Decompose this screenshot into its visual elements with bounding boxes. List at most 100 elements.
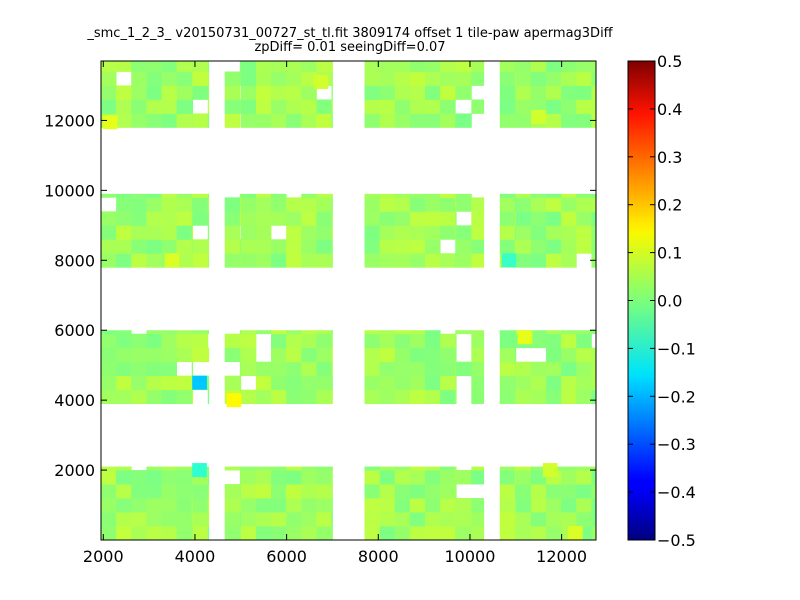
- heatmap-cell: [499, 197, 516, 212]
- heatmap-cell: [456, 512, 472, 527]
- heatmap-cell: [530, 512, 547, 527]
- heatmap-cell: [364, 253, 381, 268]
- heatmap-cell: [409, 61, 426, 72]
- heatmap-cell: [514, 225, 517, 240]
- heatmap-cell: [240, 225, 257, 240]
- heatmap-cell: [286, 498, 302, 513]
- y-tick-label: 10000: [44, 181, 95, 200]
- heatmap-cell: [455, 239, 457, 254]
- heatmap-cell: [301, 239, 317, 254]
- heatmap-cell: [514, 347, 517, 363]
- heatmap-cell: [207, 239, 210, 254]
- heatmap-cell: [239, 99, 242, 114]
- heatmap-cell: [176, 225, 193, 240]
- heatmap-cell: [239, 484, 242, 499]
- heatmap-cell: [224, 347, 241, 363]
- heatmap-cell: [176, 375, 193, 391]
- x-tick: 10000: [445, 61, 495, 566]
- heatmap-cell: [101, 526, 117, 540]
- heatmap-cell: [576, 484, 592, 499]
- heatmap-cell: [515, 512, 532, 527]
- heatmap-cell: [440, 333, 456, 349]
- heatmap-cell: [561, 375, 577, 391]
- heatmap-cell: [146, 197, 162, 212]
- heatmap-cell: [514, 389, 517, 405]
- heatmap-cell: [255, 71, 272, 86]
- heatmap-cell: [591, 526, 596, 540]
- colorbar-tick: −0.2: [628, 387, 696, 406]
- colorbar-tick-label: 0.0: [657, 292, 682, 311]
- heatmap-cell: [425, 375, 441, 391]
- heatmap-cell: [131, 197, 147, 212]
- heatmap-cell: [456, 253, 472, 268]
- heatmap-cell: [255, 466, 272, 471]
- heatmap-cell: [224, 333, 241, 349]
- heatmap-cell: [499, 375, 516, 391]
- heatmap-cell: [499, 211, 516, 226]
- colorbar-tick-label: 0.2: [657, 196, 682, 215]
- heatmap-outlier-cell: [568, 526, 583, 540]
- heatmap-cell: [561, 113, 577, 128]
- heatmap-cell: [425, 484, 441, 499]
- heatmap-cell: [499, 330, 516, 335]
- heatmap-cell: [176, 61, 193, 72]
- heatmap-cell: [394, 470, 411, 485]
- heatmap-cell: [364, 466, 381, 471]
- heatmap-cell: [240, 361, 257, 377]
- colorbar-tick: 0.4: [628, 100, 682, 119]
- heatmap-cell: [331, 526, 333, 540]
- heatmap-cell: [146, 466, 162, 471]
- heatmap-cell: [191, 253, 194, 268]
- heatmap-cell: [316, 484, 332, 499]
- heatmap-cell: [316, 193, 332, 198]
- heatmap-cell: [331, 389, 333, 405]
- heatmap-cell: [316, 211, 332, 226]
- heatmap-cell: [425, 193, 441, 198]
- heatmap-cell: [591, 484, 596, 499]
- heatmap-cell: [331, 347, 333, 363]
- heatmap-cell: [591, 225, 596, 240]
- heatmap-cell: [530, 484, 547, 499]
- heatmap-outlier-cell: [226, 393, 242, 408]
- heatmap-cell: [514, 512, 517, 527]
- heatmap-cell: [286, 85, 302, 100]
- heatmap-cell: [379, 466, 396, 471]
- heatmap-cell: [576, 389, 592, 405]
- heatmap-cell: [224, 71, 241, 86]
- heatmap-cell: [530, 375, 547, 391]
- heatmap-cell: [161, 347, 178, 363]
- heatmap-cell: [240, 253, 257, 268]
- heatmap-cell: [255, 512, 272, 527]
- heatmap-cell: [514, 498, 517, 513]
- heatmap-cell: [425, 71, 441, 86]
- heatmap-cell: [316, 197, 332, 212]
- heatmap-cell: [224, 211, 241, 226]
- heatmap-cell: [116, 253, 132, 268]
- heatmap-cell: [379, 498, 396, 513]
- heatmap-cell: [116, 113, 132, 128]
- heatmap-cell: [146, 470, 162, 485]
- heatmap-cell: [255, 484, 272, 499]
- heatmap-cell: [271, 211, 287, 226]
- heatmap-cell: [286, 239, 302, 254]
- heatmap-cell: [455, 85, 457, 100]
- heatmap-cell: [176, 512, 193, 527]
- heatmap-cell: [546, 61, 562, 72]
- heatmap-cell: [561, 225, 577, 240]
- heatmap-cell: [331, 375, 333, 391]
- heatmap-cell: [239, 361, 242, 377]
- heatmap-cell: [176, 253, 193, 268]
- heatmap-cell: [425, 61, 441, 72]
- heatmap-cell: [409, 466, 426, 471]
- heatmap-cell: [409, 512, 426, 527]
- heatmap-cell: [161, 466, 178, 471]
- colorbar-tick-label: −0.5: [657, 531, 696, 550]
- heatmap-cell: [379, 85, 396, 100]
- heatmap-cell: [116, 239, 132, 254]
- heatmap-cell: [379, 389, 396, 405]
- heatmap-cell: [207, 466, 210, 471]
- heatmap-cell: [425, 333, 441, 349]
- heatmap-cell: [455, 61, 457, 72]
- heatmap-cell: [239, 347, 242, 363]
- heatmap-cell: [561, 389, 577, 405]
